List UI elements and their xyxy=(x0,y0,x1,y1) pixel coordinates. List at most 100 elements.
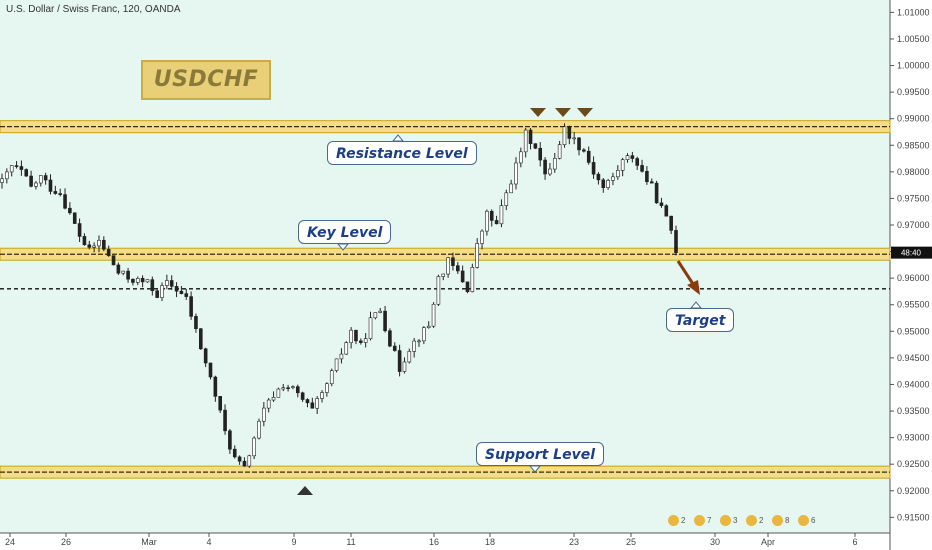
candle-body xyxy=(135,278,140,283)
candle-body xyxy=(281,387,286,390)
price-tick-label: 0.98500 xyxy=(897,140,930,150)
time-tick-label: Mar xyxy=(141,537,157,547)
candle-body xyxy=(271,397,276,401)
candle-body xyxy=(5,171,9,180)
drawing-tool-button[interactable]: 6 xyxy=(798,514,820,527)
candle-body xyxy=(160,285,164,298)
time-tick-label: 18 xyxy=(485,537,495,547)
candle-body xyxy=(106,248,111,256)
candle-body xyxy=(572,137,576,140)
symbol-badge-label: USDCHF xyxy=(153,67,259,92)
drawing-tool-button[interactable]: 7 xyxy=(694,514,716,527)
candle-body xyxy=(208,362,213,378)
tool-icon xyxy=(798,515,809,526)
candle-body xyxy=(499,205,504,225)
candle-body xyxy=(538,147,543,161)
candle-body xyxy=(475,243,479,268)
candle-body xyxy=(165,280,169,286)
peak-marker xyxy=(555,108,571,117)
candle-body xyxy=(519,151,523,164)
callout-pointer xyxy=(528,465,542,473)
candle-body xyxy=(232,448,237,458)
candle-body xyxy=(150,279,155,292)
candle-body xyxy=(305,399,310,404)
tool-icon xyxy=(694,515,705,526)
drawing-tool-button[interactable]: 3 xyxy=(720,514,742,527)
candle-body xyxy=(329,370,334,385)
resistance-callout[interactable]: Resistance Level xyxy=(327,141,477,165)
key-level-callout[interactable]: Key Level xyxy=(298,220,392,244)
price-tick-label: 0.95000 xyxy=(897,326,930,336)
candle-body xyxy=(388,330,392,347)
candle-body xyxy=(140,278,145,283)
tool-count: 3 xyxy=(733,516,738,525)
candle-body xyxy=(252,437,256,457)
candle-body xyxy=(417,340,421,343)
support-callout[interactable]: Support Level xyxy=(476,442,605,466)
candle-body xyxy=(630,155,635,159)
support-callout-label: Support Level xyxy=(485,447,596,463)
price-tick-label: 0.97500 xyxy=(897,193,930,203)
candle-body xyxy=(489,210,494,221)
candle-body xyxy=(126,270,130,280)
candle-body xyxy=(485,210,489,232)
candle-body xyxy=(169,280,174,287)
time-axis: 24 26 Mar 4 9 11 16 18 23 25 30 Apr 6 xyxy=(5,533,858,547)
callout-pointer xyxy=(336,243,350,251)
time-tick-label: 25 xyxy=(626,537,636,547)
tool-count: 6 xyxy=(811,516,816,525)
candle-body xyxy=(24,169,29,177)
time-tick-label: 23 xyxy=(569,537,579,547)
candle-body xyxy=(383,310,387,332)
candle-body xyxy=(412,340,416,352)
candle-body xyxy=(320,392,324,399)
candle-body xyxy=(116,264,121,274)
candle-body xyxy=(640,165,644,172)
time-tick-label: 24 xyxy=(5,537,15,547)
candle-body xyxy=(257,420,261,439)
time-tick-label: 6 xyxy=(852,537,857,547)
tool-count: 7 xyxy=(707,516,712,525)
candle-body xyxy=(455,265,460,272)
candle-body xyxy=(649,181,654,184)
price-tick-label: 0.98000 xyxy=(897,167,930,177)
candle-body xyxy=(286,387,290,389)
candle-body xyxy=(9,165,14,173)
candle-body xyxy=(359,340,363,343)
key-level-callout-label: Key Level xyxy=(307,225,383,241)
drawing-tool-button[interactable]: 2 xyxy=(746,514,768,527)
candle-body xyxy=(53,191,58,194)
candle-body xyxy=(325,383,329,393)
candle-body xyxy=(262,407,266,422)
candle-body xyxy=(354,329,358,342)
candle-body xyxy=(378,310,383,313)
candle-body xyxy=(295,386,300,394)
candle-body xyxy=(82,236,87,246)
candle-body xyxy=(368,317,373,339)
price-tick-label: 0.97000 xyxy=(897,220,930,230)
price-tick-label: 1.00000 xyxy=(897,61,930,71)
candle-body xyxy=(465,281,470,293)
candle-body xyxy=(562,126,567,145)
candle-body xyxy=(247,455,252,467)
candle-body xyxy=(543,159,547,175)
candle-body xyxy=(363,338,368,343)
candle-body xyxy=(310,402,315,409)
candle-body xyxy=(407,351,412,363)
candle-body xyxy=(625,155,630,160)
candle-body xyxy=(242,460,247,467)
price-axis-background xyxy=(890,0,932,550)
drawing-tool-button[interactable]: 2 xyxy=(668,514,690,527)
candle-body xyxy=(567,126,572,139)
price-tick-label: 0.99500 xyxy=(897,87,930,97)
target-callout[interactable]: Target xyxy=(666,308,735,332)
symbol-badge: USDCHF xyxy=(141,60,271,100)
candle-body xyxy=(63,194,67,209)
candle-body xyxy=(203,348,208,364)
candle-body xyxy=(514,162,518,185)
candle-body xyxy=(189,296,193,317)
drawing-tool-button[interactable]: 8 xyxy=(772,514,794,527)
time-tick-label: 16 xyxy=(429,537,439,547)
time-axis-background xyxy=(0,533,890,550)
